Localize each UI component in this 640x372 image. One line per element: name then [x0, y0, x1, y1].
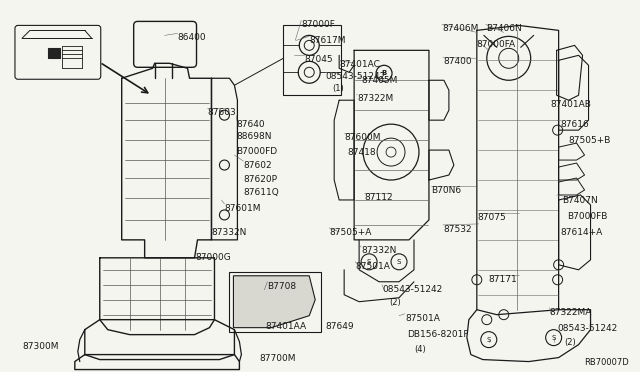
Text: 87640: 87640: [236, 120, 265, 129]
Text: 87112: 87112: [364, 193, 393, 202]
Text: B: B: [381, 70, 387, 76]
Text: S: S: [397, 259, 401, 265]
Text: S: S: [552, 335, 556, 341]
Text: 87322M: 87322M: [357, 94, 394, 103]
Text: 87532: 87532: [443, 225, 472, 234]
Bar: [284, 25, 341, 95]
Text: S: S: [486, 337, 491, 343]
Polygon shape: [234, 276, 316, 328]
Text: DB156-8201F: DB156-8201F: [407, 330, 468, 339]
Text: 87405M: 87405M: [361, 76, 397, 85]
Text: 87505+B: 87505+B: [568, 136, 611, 145]
Bar: [229, 272, 321, 332]
Text: RB70007D: RB70007D: [584, 357, 629, 366]
Text: (2): (2): [564, 338, 577, 347]
Text: S: S: [367, 259, 371, 265]
Text: B70N6: B70N6: [431, 186, 461, 195]
Text: B7406N: B7406N: [486, 25, 522, 33]
Text: 87000G: 87000G: [195, 253, 231, 262]
Text: 87600M: 87600M: [344, 133, 381, 142]
Text: 08543-51242: 08543-51242: [325, 72, 385, 81]
Text: 87501A: 87501A: [355, 262, 390, 271]
Text: B7000FD: B7000FD: [236, 147, 278, 156]
Text: 87332N: 87332N: [211, 228, 247, 237]
Text: 87418: 87418: [347, 148, 376, 157]
Text: 87501A: 87501A: [405, 314, 440, 323]
Text: 88698N: 88698N: [236, 132, 272, 141]
Text: 87000FA: 87000FA: [477, 40, 516, 49]
Text: 87000F: 87000F: [301, 20, 335, 29]
Text: 87045: 87045: [304, 55, 333, 64]
Text: B7000FB: B7000FB: [568, 212, 608, 221]
Text: (1): (1): [332, 84, 344, 93]
Text: 87300M: 87300M: [22, 341, 58, 351]
Text: 87620P: 87620P: [243, 175, 277, 184]
Text: 87616: 87616: [561, 120, 589, 129]
Text: 87611Q: 87611Q: [243, 188, 279, 197]
Text: 87401AA: 87401AA: [266, 322, 307, 331]
Text: 87401AB: 87401AB: [550, 100, 591, 109]
Text: 87406M: 87406M: [442, 25, 478, 33]
Text: 87602: 87602: [243, 161, 272, 170]
Text: 87603: 87603: [207, 108, 236, 117]
Polygon shape: [48, 48, 60, 58]
Text: 87617M: 87617M: [309, 36, 346, 45]
Text: 87322MA: 87322MA: [550, 308, 592, 317]
Text: 87332N: 87332N: [361, 246, 397, 255]
Text: 87171: 87171: [489, 275, 518, 284]
Text: 87075: 87075: [478, 213, 507, 222]
Text: (4): (4): [414, 344, 426, 354]
Text: 87649: 87649: [325, 322, 354, 331]
Text: 87505+A: 87505+A: [329, 228, 372, 237]
Text: 87700M: 87700M: [259, 354, 296, 363]
Text: 87614+A: 87614+A: [561, 228, 603, 237]
Text: (2): (2): [389, 298, 401, 307]
Text: 87601M: 87601M: [225, 204, 261, 213]
Text: 08543-51242: 08543-51242: [382, 285, 442, 294]
Text: 86400: 86400: [177, 33, 206, 42]
Text: B7407N: B7407N: [563, 196, 598, 205]
Text: 08543-51242: 08543-51242: [557, 324, 618, 333]
Text: 87400: 87400: [443, 57, 472, 66]
Text: 87401AC: 87401AC: [339, 60, 380, 69]
Text: B7708: B7708: [268, 282, 296, 291]
